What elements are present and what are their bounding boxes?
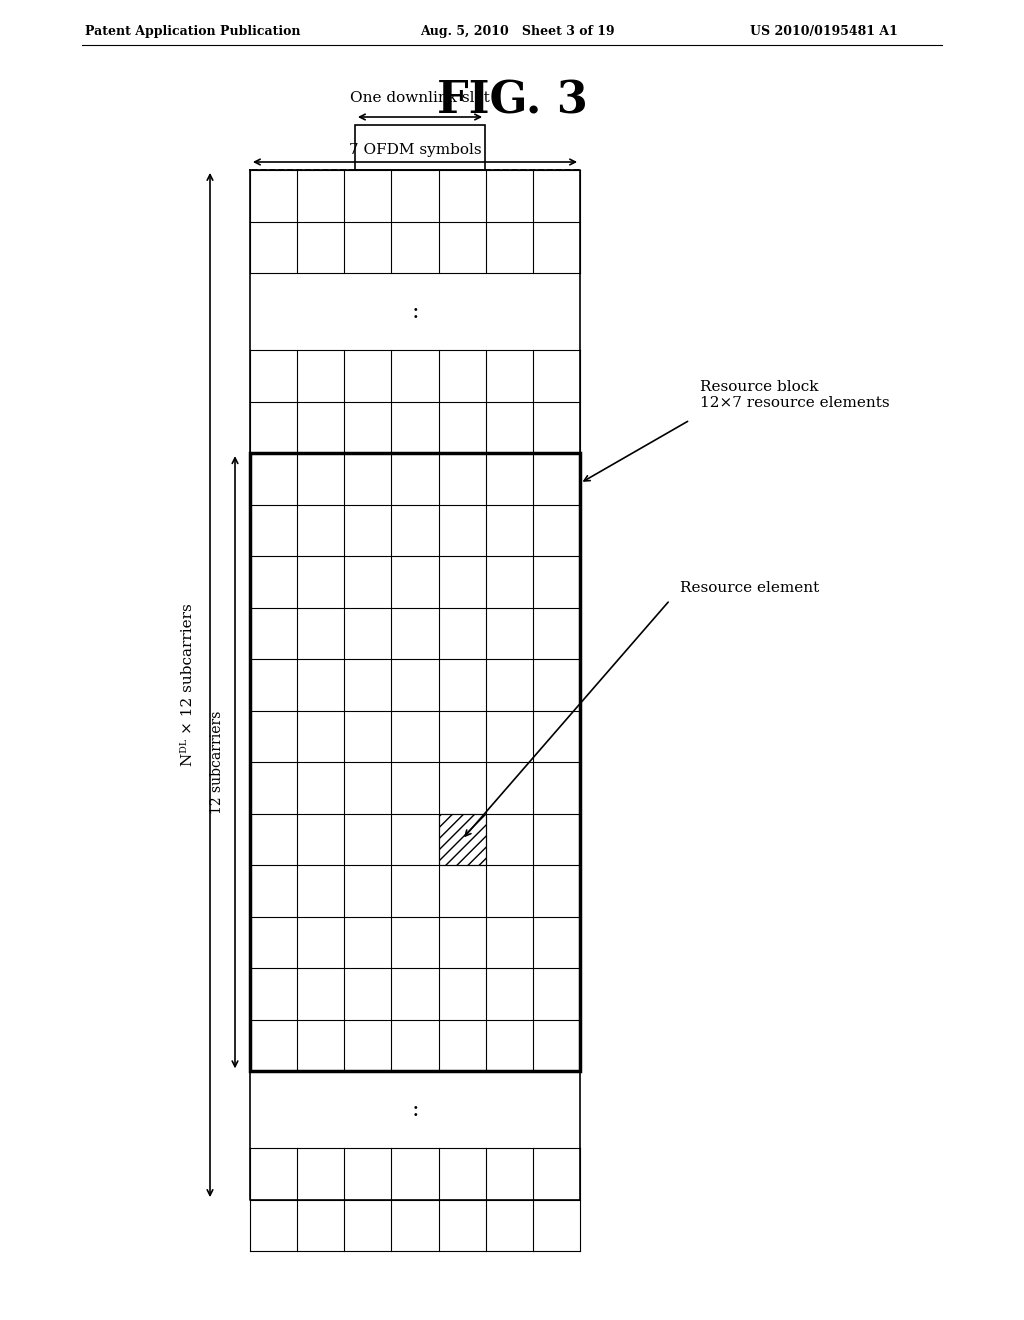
Text: One downlink slot: One downlink slot [350, 91, 489, 106]
Text: :: : [412, 301, 419, 322]
Text: FIG. 3: FIG. 3 [436, 81, 588, 123]
Text: Patent Application Publication: Patent Application Publication [85, 25, 300, 38]
Text: 12 subcarriers: 12 subcarriers [210, 710, 224, 814]
Text: :: : [412, 1098, 419, 1121]
Bar [438, 813, 485, 865]
Text: US 2010/0195481 A1: US 2010/0195481 A1 [750, 25, 898, 38]
Text: Aug. 5, 2010   Sheet 3 of 19: Aug. 5, 2010 Sheet 3 of 19 [420, 25, 614, 38]
Bar [355, 125, 485, 170]
Text: 7 OFDM symbols: 7 OFDM symbols [349, 143, 481, 157]
Bar [250, 453, 580, 1072]
Text: Nᴰᴸ × 12 subcarriers: Nᴰᴸ × 12 subcarriers [181, 603, 195, 767]
Text: Resource block
12×7 resource elements: Resource block 12×7 resource elements [700, 380, 890, 411]
Text: Resource element: Resource element [680, 581, 819, 595]
